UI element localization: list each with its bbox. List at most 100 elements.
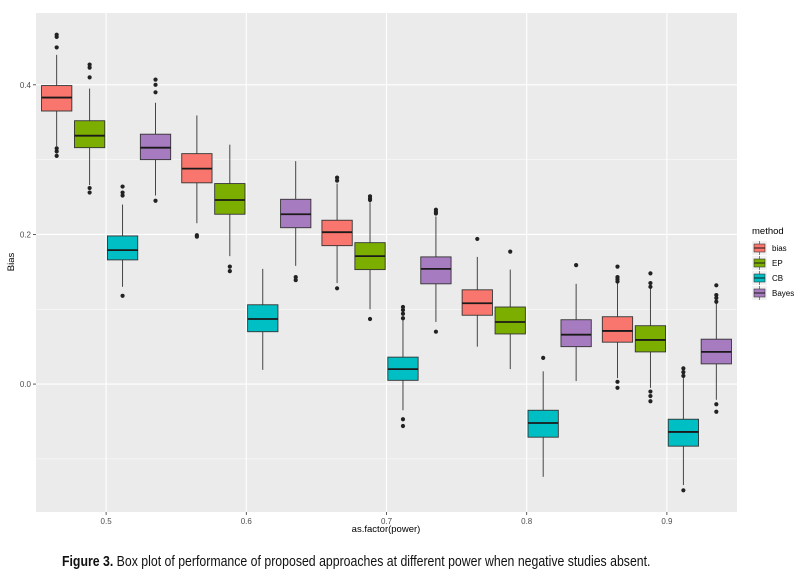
outlier-point (681, 488, 686, 493)
outlier-point (153, 82, 158, 87)
box-bias-0.7 (321, 175, 353, 291)
figure-caption: Figure 3. Box plot of performance of pro… (62, 553, 650, 570)
x-axis: 0.5 0.6 0.7 0.8 0.9 (101, 512, 673, 526)
box-cb-0.9 (667, 366, 699, 493)
outlier-point (334, 178, 340, 183)
legend-label: EP (772, 259, 783, 268)
outlier-point (153, 90, 158, 95)
y-axis-title: Bias (6, 253, 17, 272)
outlier-point (227, 264, 232, 269)
outlier-point (714, 292, 719, 298)
outlier-point (648, 271, 653, 276)
y-tick-label: 0.0 (20, 380, 32, 389)
box-ep-0.5 (74, 62, 106, 195)
outlier-point (367, 197, 373, 203)
outlier-point (54, 149, 59, 154)
outlier-point (574, 263, 579, 268)
x-tick-label: 0.6 (241, 517, 253, 526)
box-ep-0.7 (354, 194, 386, 322)
outlier-point (400, 316, 406, 321)
box-iqr (560, 319, 592, 348)
major-gridlines (36, 13, 737, 512)
box-bayes-0.7 (420, 207, 452, 334)
box-cb-0.8 (527, 355, 559, 477)
outlier-point (714, 299, 719, 304)
outlier-point (227, 269, 232, 274)
legend-item-cb: CB (752, 271, 783, 285)
outlier-point (648, 284, 653, 289)
box-bias-0.8 (461, 236, 493, 347)
legend-label: Bayes (772, 289, 794, 298)
box-bias-0.6 (181, 115, 213, 239)
outlier-point (648, 393, 653, 399)
outlier-point (87, 190, 92, 195)
legend-item-bias: bias (752, 241, 787, 255)
figure-label: Figure 3. (62, 553, 114, 570)
outlier-point (87, 185, 92, 191)
legend-label: CB (772, 274, 783, 283)
box-iqr (106, 235, 139, 261)
x-tick-label: 0.7 (381, 517, 393, 526)
outlier-point (293, 277, 298, 283)
y-tick-label: 0.2 (20, 230, 32, 239)
outlier-point (475, 236, 480, 242)
outlier-point (615, 279, 620, 284)
outlier-point (681, 373, 686, 378)
outlier-point (648, 280, 653, 286)
x-axis-title: as.factor(power) (352, 524, 421, 535)
outlier-point (400, 417, 406, 422)
outlier-point (433, 211, 439, 216)
box-plot-chart: 0.0 0.2 0.4 0.5 0.6 0.7 0.8 0.9 as.factor(powe… (6, 13, 794, 535)
outlier-point (508, 249, 513, 254)
outlier-point (714, 409, 719, 414)
outlier-point (714, 402, 719, 407)
outlier-point (54, 146, 59, 151)
legend: method bias EP CB Bayes (752, 226, 794, 300)
outlier-point (87, 65, 92, 70)
outlier-point (54, 153, 59, 158)
outlier-point (541, 355, 546, 360)
y-tick-label: 0.4 (20, 81, 32, 90)
legend-item-bayes: Bayes (752, 286, 794, 300)
outlier-point (400, 307, 406, 313)
box-ep-0.9 (634, 271, 667, 404)
legend-label: bias (772, 244, 787, 253)
box-ep-0.6 (214, 144, 246, 274)
outlier-point (648, 389, 653, 394)
box-iqr (601, 316, 634, 343)
outlier-point (615, 385, 620, 390)
outlier-point (120, 184, 125, 189)
box-cb-0.7 (387, 304, 419, 429)
box-bayes-0.6 (280, 161, 312, 283)
boxes-layer (41, 32, 732, 493)
outlier-point (615, 264, 620, 269)
outlier-point (54, 34, 59, 40)
outlier-point (194, 234, 199, 239)
box-iqr (74, 120, 106, 149)
box-iqr (494, 306, 526, 335)
y-axis: 0.0 0.2 0.4 (20, 81, 36, 389)
outlier-point (87, 62, 92, 67)
outlier-point (400, 311, 406, 316)
box-iqr (420, 256, 452, 285)
box-ep-0.8 (494, 249, 526, 370)
outlier-point (120, 190, 125, 195)
outlier-point (615, 379, 620, 384)
box-cb-0.5 (106, 184, 139, 298)
box-cb-0.6 (247, 268, 279, 370)
outlier-point (54, 45, 59, 50)
outlier-point (648, 399, 653, 404)
box-iqr (214, 183, 246, 215)
x-tick-label: 0.5 (101, 517, 113, 526)
outlier-point (400, 304, 406, 310)
box-iqr (634, 325, 667, 353)
outlier-point (681, 366, 686, 371)
x-tick-label: 0.8 (521, 517, 533, 526)
legend-item-ep: EP (752, 256, 783, 270)
outlier-point (120, 193, 125, 198)
x-tick-label: 0.9 (661, 517, 673, 526)
box-bayes-0.5 (139, 77, 172, 203)
legend-title: method (752, 226, 784, 237)
outlier-point (714, 295, 719, 301)
outlier-point (714, 283, 719, 288)
